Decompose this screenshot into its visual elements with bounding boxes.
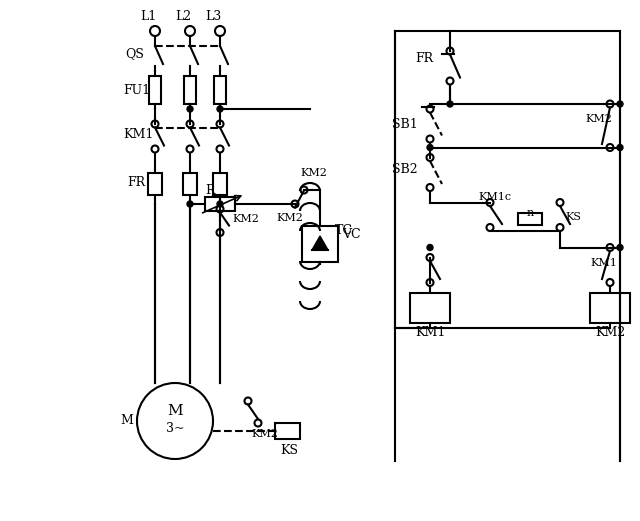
Text: KS: KS — [280, 444, 298, 457]
Circle shape — [217, 106, 223, 112]
Circle shape — [617, 101, 623, 107]
Circle shape — [617, 244, 623, 251]
Text: L1: L1 — [140, 10, 156, 23]
Text: KM1: KM1 — [415, 326, 445, 339]
Circle shape — [447, 101, 453, 107]
Bar — [183, 173, 197, 195]
Bar — [275, 423, 300, 439]
Text: TC: TC — [335, 225, 353, 238]
Bar — [148, 173, 162, 195]
Text: KM2: KM2 — [276, 213, 303, 223]
Text: VC: VC — [342, 228, 360, 241]
Circle shape — [427, 244, 433, 251]
Text: FR: FR — [415, 53, 433, 66]
Text: FU1: FU1 — [123, 84, 150, 97]
Text: KM2: KM2 — [232, 214, 259, 224]
Text: FR: FR — [127, 177, 145, 190]
Text: L2: L2 — [175, 10, 191, 23]
Circle shape — [427, 144, 433, 151]
Text: KM1c: KM1c — [478, 192, 511, 203]
Bar — [184, 76, 196, 104]
Circle shape — [617, 144, 623, 151]
Bar — [214, 76, 226, 104]
Text: QS: QS — [125, 47, 144, 60]
Polygon shape — [312, 236, 328, 250]
Circle shape — [187, 201, 193, 207]
Text: n: n — [526, 207, 534, 217]
Text: KM2: KM2 — [585, 114, 612, 124]
Text: SB2: SB2 — [392, 163, 418, 176]
Bar — [590, 292, 630, 322]
Bar — [410, 292, 450, 322]
Circle shape — [217, 201, 223, 207]
Bar — [518, 213, 542, 225]
Text: M: M — [167, 404, 183, 418]
Text: KM2: KM2 — [595, 326, 625, 339]
Text: 3~: 3~ — [166, 423, 184, 436]
Text: KM2: KM2 — [300, 168, 327, 178]
Text: KM2: KM2 — [251, 429, 278, 439]
Text: SB1: SB1 — [392, 118, 418, 130]
Bar — [205, 197, 235, 211]
Text: R: R — [205, 183, 215, 196]
Text: L3: L3 — [205, 10, 221, 23]
Text: M: M — [120, 415, 133, 428]
Circle shape — [187, 106, 193, 112]
Bar — [302, 226, 338, 262]
Bar — [149, 76, 161, 104]
Text: KM1: KM1 — [590, 257, 617, 267]
Bar — [213, 173, 227, 195]
Text: KM1: KM1 — [123, 128, 154, 141]
Text: KS: KS — [565, 213, 581, 222]
